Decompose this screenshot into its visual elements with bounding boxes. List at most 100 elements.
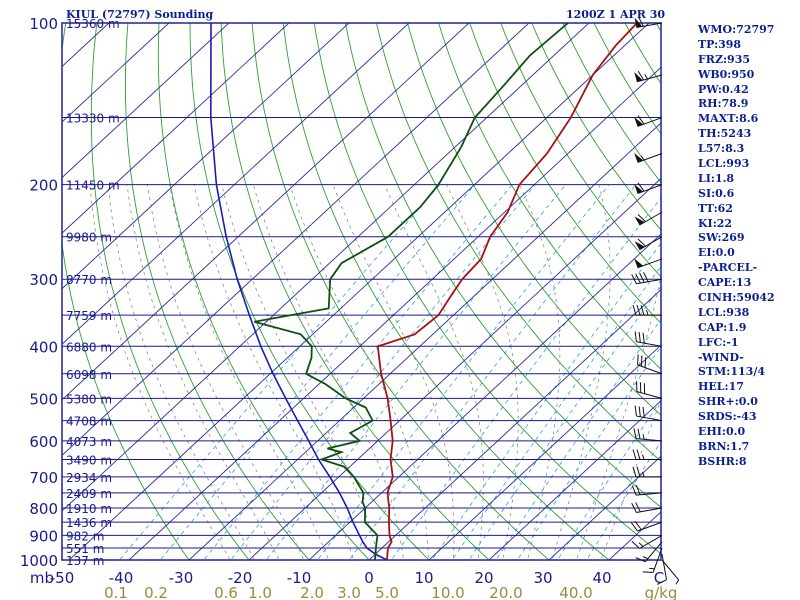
barb-pennant xyxy=(634,184,644,194)
index-line: L57:8.3 xyxy=(698,142,745,156)
barb-flag xyxy=(638,16,644,27)
mixing-ratio-line xyxy=(317,184,610,560)
index-line: CAP:1.9 xyxy=(698,320,747,334)
height-label: 11450 m xyxy=(66,179,120,193)
barb-half-flag xyxy=(642,556,649,560)
barb-staff xyxy=(636,415,663,422)
pressure-label: 1000 xyxy=(20,552,58,570)
isotherm xyxy=(62,23,230,179)
mixing-ratio-line xyxy=(390,197,661,560)
mixing-ratio-line xyxy=(348,184,637,560)
mixing-ratio-label: 3.0 xyxy=(337,584,361,600)
barb-flag xyxy=(635,484,641,496)
pressure-label: 300 xyxy=(29,271,58,289)
dry-adiabat xyxy=(282,23,610,560)
barb-staff xyxy=(636,341,663,347)
height-label: 4708 m xyxy=(66,415,112,429)
mixing-ratio-label: 0.1 xyxy=(104,584,128,600)
moist-adiabat xyxy=(147,184,305,560)
isotherm xyxy=(188,122,661,560)
barb-staff xyxy=(637,153,663,163)
wind-barb xyxy=(634,211,663,226)
moist-adiabat xyxy=(169,184,330,560)
height-label: 6098 m xyxy=(66,368,112,382)
index-line: FRZ:935 xyxy=(698,52,751,66)
isotherm xyxy=(128,66,661,560)
barb-staff xyxy=(637,364,663,375)
barb-pennant xyxy=(634,117,644,127)
mixing-ratio-label: 20.0 xyxy=(489,584,522,600)
index-line: EI:0.0 xyxy=(698,246,735,260)
index-line: SRDS:-43 xyxy=(698,410,757,424)
temperature-label: 0 xyxy=(364,569,374,587)
wind-barb xyxy=(630,520,663,532)
barb-half-flag xyxy=(640,155,645,161)
index-line: -PARCEL- xyxy=(698,261,758,275)
index-line: SW:269 xyxy=(698,231,745,245)
wind-barb xyxy=(634,70,663,83)
barb-pennant xyxy=(634,258,644,268)
barb-staff xyxy=(636,507,663,513)
index-line: MAXT:8.6 xyxy=(698,112,759,126)
wind-barb xyxy=(634,153,663,163)
dry-adiabat xyxy=(189,23,430,560)
barb-flag xyxy=(636,466,641,477)
barb-staff xyxy=(636,22,663,29)
barb-flag xyxy=(635,273,641,284)
height-label: 15360 m xyxy=(66,17,120,31)
dry-adiabat xyxy=(90,23,250,560)
barb-staff xyxy=(636,492,663,496)
wind-barb xyxy=(631,484,663,496)
barb-flag xyxy=(638,332,641,343)
pressure-label: 400 xyxy=(29,338,58,356)
mixing-ratio-label: 40.0 xyxy=(559,584,592,600)
moist-adiabat xyxy=(384,184,484,560)
temperature-label: -30 xyxy=(169,569,194,587)
index-line: LCL:938 xyxy=(698,305,750,319)
index-line: BRN:1.7 xyxy=(698,439,750,453)
barb-flag xyxy=(637,70,645,81)
wind-barb xyxy=(636,381,663,399)
barb-flag xyxy=(643,272,649,282)
index-line: CINH:59042 xyxy=(698,291,775,305)
isotherm xyxy=(248,177,661,560)
moist-adiabat xyxy=(551,184,611,560)
barb-staff xyxy=(637,117,663,127)
barb-half-flag xyxy=(644,74,648,80)
temperature-label: 10 xyxy=(414,569,433,587)
wind-barb xyxy=(631,502,663,513)
barb-flag xyxy=(644,357,647,368)
barb-half-flag xyxy=(646,310,649,316)
barb-half-flag xyxy=(638,542,644,547)
isotherm xyxy=(62,23,170,123)
index-line: RH:78.9 xyxy=(698,97,749,111)
pressure-label: 700 xyxy=(29,469,58,487)
mixing-ratio-label: 5.0 xyxy=(375,584,399,600)
barb-flag xyxy=(642,571,654,573)
barb-flag xyxy=(642,332,645,344)
wind-barb xyxy=(632,466,662,478)
barb-staff xyxy=(652,547,663,573)
pressure-label: 800 xyxy=(29,500,58,518)
temperature-trace xyxy=(376,23,638,560)
wind-barb xyxy=(635,541,663,563)
height-label: 137 m xyxy=(66,554,104,568)
barb-flag xyxy=(637,182,645,192)
barb-flag xyxy=(631,485,637,496)
moist-adiabat xyxy=(221,184,379,560)
barb-flag xyxy=(634,331,637,342)
barb-flag xyxy=(631,540,640,549)
barb-flag xyxy=(631,274,637,284)
index-line: TP:398 xyxy=(698,37,742,51)
wind-barb xyxy=(634,236,663,251)
isotherm xyxy=(0,0,15,571)
mixing-ratio-line xyxy=(451,265,661,560)
barb-pennant xyxy=(634,17,643,28)
height-label: 3490 m xyxy=(66,454,112,468)
mixing-ratio-line xyxy=(203,184,513,560)
mixing-ratio-label: 10.0 xyxy=(431,584,464,600)
wind-barb xyxy=(661,559,680,585)
barb-flag xyxy=(640,305,645,316)
height-label: 6880 m xyxy=(66,340,112,354)
